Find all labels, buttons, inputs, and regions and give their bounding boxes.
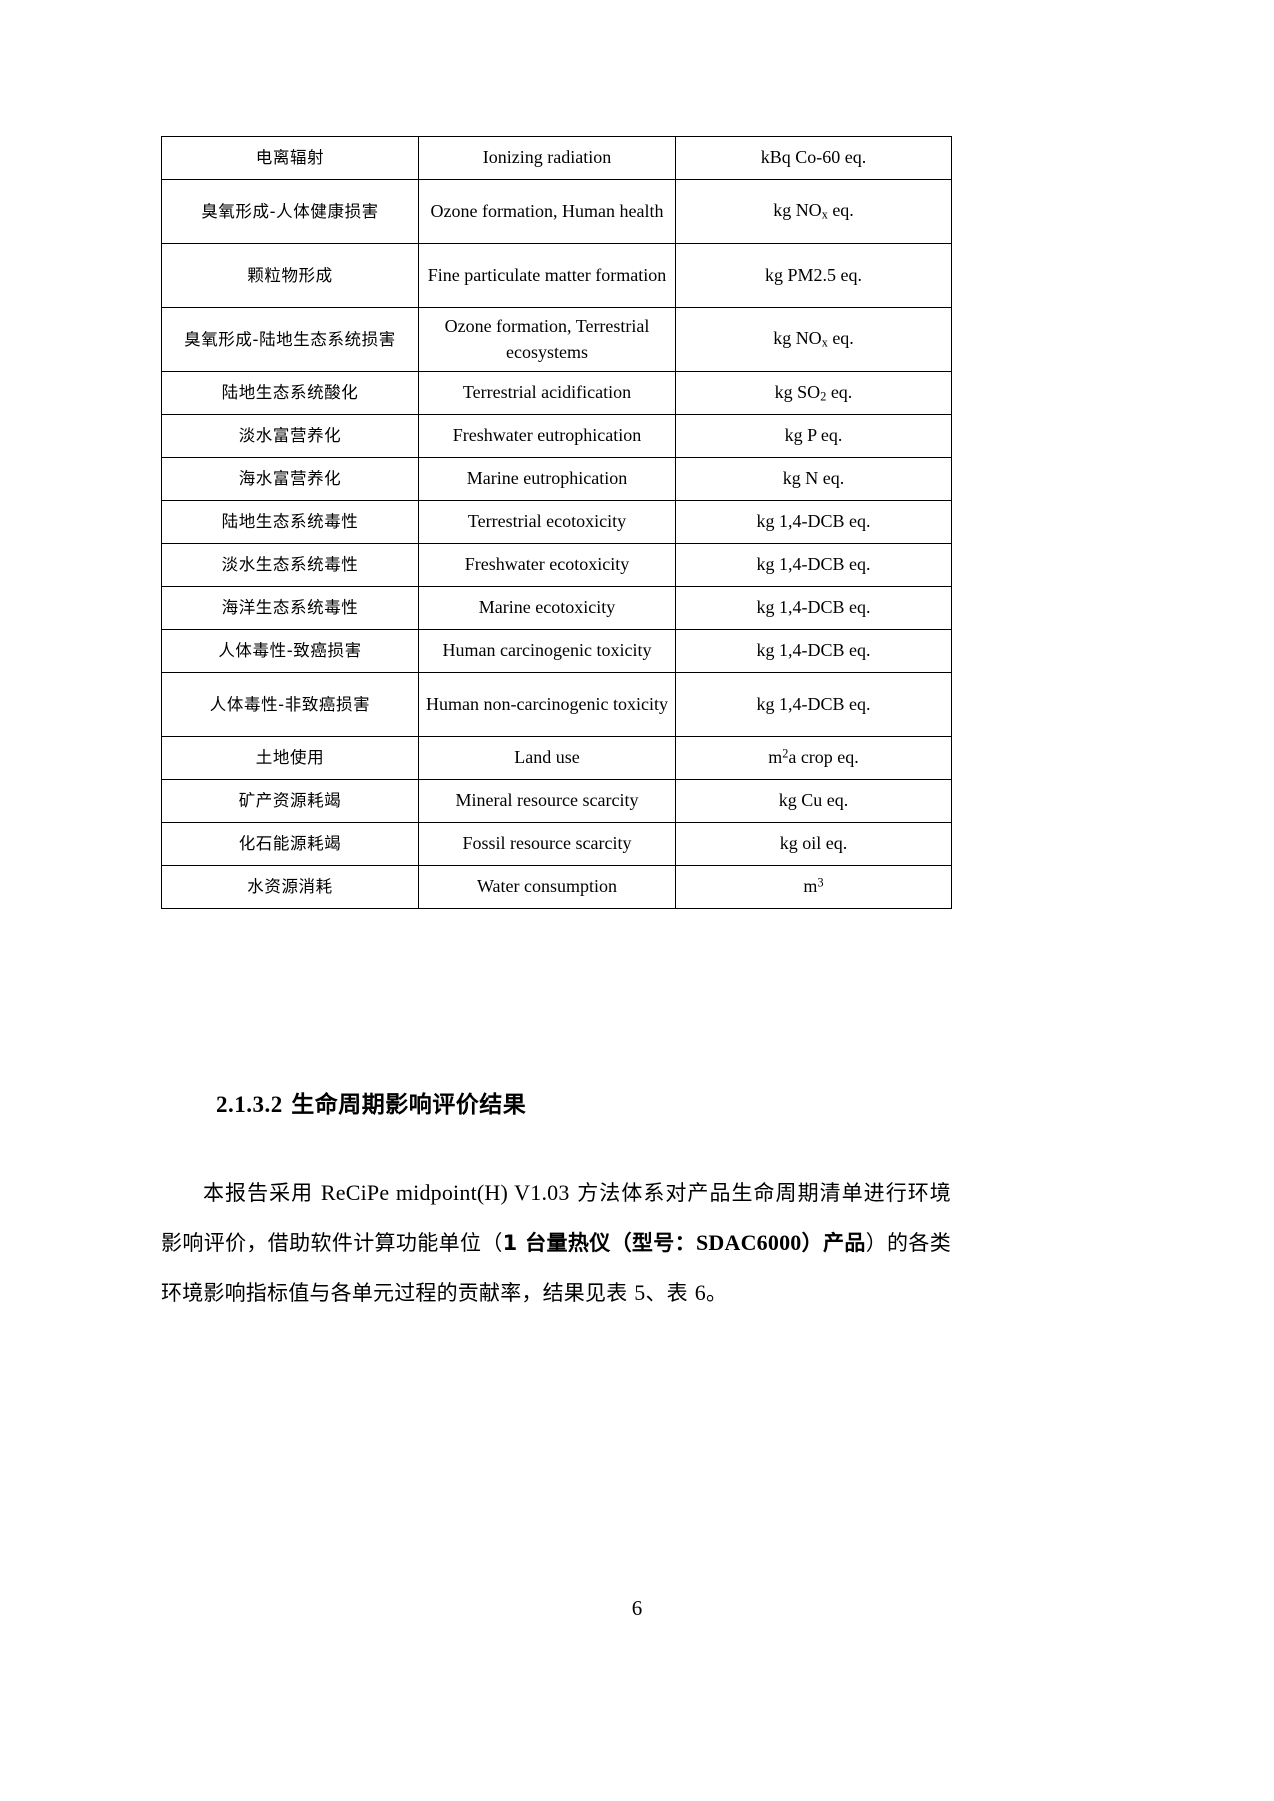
- section-heading: 2.1.3.2 生命周期影响评价结果: [216, 1085, 526, 1119]
- cell-category-en: Marine eutrophication: [418, 457, 676, 501]
- impact-table-body: 电离辐射 Ionizing radiation kBq Co-60 eq. 臭氧形成-…: [161, 136, 952, 909]
- cell-category-cn: 化石能源耗竭: [161, 822, 419, 866]
- cell-category-en: Ozone formation, Human health: [418, 179, 676, 244]
- cell-category-en: Fossil resource scarcity: [418, 822, 676, 866]
- cell-category-cn: 水资源消耗: [161, 865, 419, 909]
- cell-unit: kg N eq.: [675, 457, 952, 501]
- paragraph-segment: ）的各类环境影响指标值与各单元过程的贡献率，结果见表: [161, 1231, 951, 1305]
- section-number: 2.1.3.2: [216, 1092, 283, 1117]
- cell-unit: kg NOx eq.: [675, 307, 952, 372]
- body-paragraph: 本报告采用 ReCiPe midpoint(H) V1.03 方法体系对产品生命…: [161, 1168, 951, 1318]
- cell-unit: kBq Co-60 eq.: [675, 136, 952, 180]
- table-row: 海洋生态系统毒性 Marine ecotoxicity kg 1,4-DCB eq.: [161, 586, 952, 630]
- cell-category-cn: 人体毒性-非致癌损害: [161, 672, 419, 737]
- section-title: 生命周期影响评价结果: [291, 1092, 527, 1118]
- cell-category-en: Mineral resource scarcity: [418, 779, 676, 823]
- cell-unit: m3: [675, 865, 952, 909]
- cell-category-en: Fine particulate matter formation: [418, 243, 676, 308]
- paragraph-segment: 6: [694, 1280, 706, 1305]
- cell-unit: kg NOx eq.: [675, 179, 952, 244]
- cell-category-cn: 海洋生态系统毒性: [161, 586, 419, 630]
- cell-category-cn: 电离辐射: [161, 136, 419, 180]
- cell-category-cn: 淡水生态系统毒性: [161, 543, 419, 587]
- cell-category-cn: 臭氧形成-陆地生态系统损害: [161, 307, 419, 372]
- table-row: 人体毒性-致癌损害 Human carcinogenic toxicity kg 1…: [161, 629, 952, 673]
- cell-category-en: Human non-carcinogenic toxicity: [418, 672, 676, 737]
- cell-unit: kg 1,4-DCB eq.: [675, 543, 952, 587]
- table-row: 淡水富营养化 Freshwater eutrophication kg P eq.: [161, 414, 952, 458]
- cell-unit: kg 1,4-DCB eq.: [675, 629, 952, 673]
- cell-category-cn: 陆地生态系统毒性: [161, 500, 419, 544]
- cell-unit: kg oil eq.: [675, 822, 952, 866]
- cell-unit: m2a crop eq.: [675, 736, 952, 780]
- cell-category-cn: 矿产资源耗竭: [161, 779, 419, 823]
- impact-category-table: 电离辐射 Ionizing radiation kBq Co-60 eq. 臭氧形成-…: [161, 136, 952, 909]
- table-row: 海水富营养化 Marine eutrophication kg N eq.: [161, 457, 952, 501]
- paragraph-segment-bold: SDAC6000: [695, 1230, 802, 1255]
- paragraph-segment: 。: [705, 1281, 728, 1305]
- paragraph-segment: 5: [634, 1280, 646, 1305]
- paragraph-segment: ）产品: [801, 1231, 866, 1255]
- cell-category-en: Water consumption: [418, 865, 676, 909]
- paragraph-segment: 方法体系对产品生命周期清单进行环境影响评价，借助软件计算功能单位（: [161, 1181, 951, 1255]
- table-row: 臭氧形成-人体健康损害 Ozone formation, Human health…: [161, 179, 952, 244]
- cell-unit: kg Cu eq.: [675, 779, 952, 823]
- cell-category-cn: 陆地生态系统酸化: [161, 371, 419, 415]
- paragraph-segment: 、表: [645, 1281, 695, 1305]
- table-row: 陆地生态系统酸化 Terrestrial acidification kg SO2 …: [161, 371, 952, 415]
- table-row: 淡水生态系统毒性 Freshwater ecotoxicity kg 1,4-DCB…: [161, 543, 952, 587]
- cell-category-en: Freshwater eutrophication: [418, 414, 676, 458]
- cell-category-en: Land use: [418, 736, 676, 780]
- cell-category-en: Terrestrial acidification: [418, 371, 676, 415]
- cell-unit: kg PM2.5 eq.: [675, 243, 952, 308]
- page-number: 6: [631, 1596, 643, 1620]
- paragraph-segment-bold: ）产品: [801, 1231, 865, 1255]
- table-row: 颗粒物形成 Fine particulate matter formation kg…: [161, 243, 952, 308]
- cell-category-cn: 臭氧形成-人体健康损害: [161, 179, 419, 244]
- paragraph-segment-bold: 1 台量热仪（型号：: [503, 1231, 696, 1255]
- cell-category-en: Marine ecotoxicity: [418, 586, 676, 630]
- paragraph-segment: 1 台量热仪（型号：: [502, 1231, 696, 1255]
- cell-category-en: Terrestrial ecotoxicity: [418, 500, 676, 544]
- table-row: 土地使用 Land use m2a crop eq.: [161, 736, 952, 780]
- table-row: 陆地生态系统毒性 Terrestrial ecotoxicity kg 1,4-DC…: [161, 500, 952, 544]
- cell-category-en: Human carcinogenic toxicity: [418, 629, 676, 673]
- cell-category-cn: 颗粒物形成: [161, 243, 419, 308]
- cell-category-cn: 海水富营养化: [161, 457, 419, 501]
- cell-category-en: Freshwater ecotoxicity: [418, 543, 676, 587]
- cell-category-cn: 淡水富营养化: [161, 414, 419, 458]
- cell-unit: kg 1,4-DCB eq.: [675, 500, 952, 544]
- cell-unit: kg 1,4-DCB eq.: [675, 586, 952, 630]
- table-row: 矿产资源耗竭 Mineral resource scarcity kg Cu eq.: [161, 779, 952, 823]
- cell-unit: kg SO2 eq.: [675, 371, 952, 415]
- table-row: 人体毒性-非致癌损害 Human non-carcinogenic toxicit…: [161, 672, 952, 737]
- table-row: 臭氧形成-陆地生态系统损害 Ozone formation, Terrestria…: [161, 307, 952, 372]
- table-row: 水资源消耗 Water consumption m3: [161, 865, 952, 909]
- cell-unit: kg P eq.: [675, 414, 952, 458]
- table-row: 化石能源耗竭 Fossil resource scarcity kg oil eq.: [161, 822, 952, 866]
- cell-category-en: Ozone formation, Terrestrial ecosystems: [418, 307, 676, 372]
- cell-unit: kg 1,4-DCB eq.: [675, 672, 952, 737]
- paragraph-segment: 本报告采用: [203, 1181, 321, 1205]
- table-row: 电离辐射 Ionizing radiation kBq Co-60 eq.: [161, 136, 952, 180]
- cell-category-cn: 人体毒性-致癌损害: [161, 629, 419, 673]
- paragraph-segment: SDAC6000: [695, 1230, 802, 1255]
- paragraph-segment: ReCiPe midpoint(H) V1.03: [320, 1180, 570, 1205]
- cell-category-cn: 土地使用: [161, 736, 419, 780]
- cell-category-en: Ionizing radiation: [418, 136, 676, 180]
